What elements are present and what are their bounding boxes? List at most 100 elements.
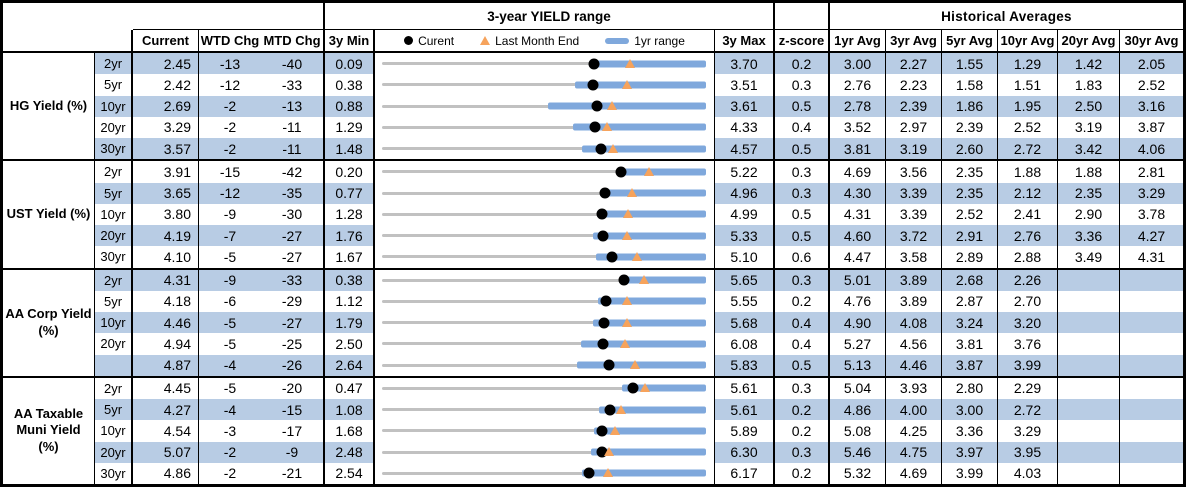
hist-avg-value: 3.49 <box>1058 246 1120 268</box>
z-score-value: 0.4 <box>775 116 830 138</box>
header-row-columns: Current WTD Chg MTD Chg 3y Min Curent La… <box>3 30 1183 53</box>
hist-avg-value: 2.27 <box>886 53 942 75</box>
col-header-30yr-avg: 30yr Avg <box>1124 33 1179 48</box>
one-year-range-bar <box>577 361 706 369</box>
wtd-chg-value: -7 <box>199 225 261 247</box>
hist-avg-value: 3.72 <box>886 225 942 247</box>
three-year-range-track <box>382 299 706 303</box>
z-score-value: 0.3 <box>775 161 830 183</box>
z-score-value: 0.5 <box>775 225 830 247</box>
max-3y-value: 6.08 <box>715 333 775 355</box>
one-year-range-bar <box>582 145 706 153</box>
z-score-value: 0.2 <box>775 420 830 442</box>
hist-avg-value: 1.42 <box>1058 53 1120 75</box>
max-3y-value: 4.99 <box>715 203 775 225</box>
hist-avg-value <box>1058 312 1120 334</box>
range-chart <box>375 333 715 355</box>
current-marker <box>596 208 608 220</box>
hist-avg-value: 3.89 <box>886 269 942 291</box>
hist-avg-value: 2.87 <box>942 290 998 312</box>
wtd-chg-value: -4 <box>199 399 261 421</box>
max-3y-value: 6.30 <box>715 441 775 463</box>
hist-avg-value <box>1058 269 1120 291</box>
hist-avg-value: 4.76 <box>830 290 886 312</box>
wtd-chg-value: -9 <box>199 269 261 291</box>
hist-avg-value <box>1120 441 1183 463</box>
min-3y-value: 0.09 <box>325 53 375 75</box>
current-value: 5.07 <box>133 441 199 463</box>
current-marker <box>600 295 612 307</box>
hist-avg-value <box>1058 399 1120 421</box>
three-year-range-track <box>382 342 706 346</box>
col-header-3y-max: 3y Max <box>715 30 775 51</box>
last-month-end-marker <box>620 338 631 348</box>
current-marker <box>615 166 627 178</box>
group-label: AA Taxable Muni Yield (%) <box>3 377 95 484</box>
table-row: 30yr 4.86 -2 -21 2.54 6.17 0.2 5.32 4.69 3.99 4.03 <box>95 462 1183 484</box>
last-month-end-marker <box>624 58 635 68</box>
hist-avg-value: 3.99 <box>942 462 998 484</box>
col-header-10yr-avg: 10yr Avg <box>998 30 1058 51</box>
hist-avg-value <box>1058 333 1120 355</box>
hist-avg-value: 3.93 <box>886 377 942 399</box>
hist-avg-value <box>1120 291 1183 312</box>
last-month-end-marker <box>643 166 654 176</box>
three-year-range-track <box>382 104 706 108</box>
group-label: UST Yield (%) <box>3 161 95 268</box>
z-score-value: 0.4 <box>775 312 830 334</box>
one-year-range-bar <box>596 253 706 261</box>
z-score-value: 0.2 <box>775 290 830 312</box>
hist-avg-value <box>1120 312 1183 334</box>
mtd-chg-value: -29 <box>261 290 325 312</box>
current-value: 3.80 <box>133 203 199 225</box>
last-month-end-marker <box>622 79 633 89</box>
three-year-range-track <box>382 62 706 66</box>
tenor-label: 10yr <box>95 203 133 225</box>
hist-avg-value: 2.60 <box>942 138 998 160</box>
hist-avg-value: 1.58 <box>942 74 998 96</box>
yield-group: AA Taxable Muni Yield (%) 2yr 4.45 -5 -20 0.4… <box>3 377 1183 484</box>
tenor-label: 5yr <box>95 290 133 312</box>
max-3y-value: 5.10 <box>715 246 775 268</box>
group-label: AA Corp Yield (%) <box>3 269 95 376</box>
z-score-value: 0.6 <box>775 246 830 268</box>
last-month-end-marker <box>610 425 621 435</box>
range-section-title: 3-year YIELD range <box>325 3 775 30</box>
wtd-chg-value: -2 <box>199 138 261 160</box>
hist-avg-value: 3.39 <box>886 182 942 204</box>
wtd-chg-value: -12 <box>219 76 241 93</box>
last-month-end-marker <box>623 209 634 219</box>
hist-avg-value: 4.00 <box>886 399 942 421</box>
range-chart <box>375 354 715 376</box>
hist-avg-value: 3.81 <box>942 333 998 355</box>
current-value: 2.45 <box>133 53 199 75</box>
tenor-label: 10yr <box>95 95 133 117</box>
tenor-label: 5yr <box>95 74 133 96</box>
current-marker <box>597 230 609 242</box>
hist-avg-value: 4.60 <box>830 225 886 247</box>
three-year-range-track <box>382 255 706 259</box>
three-year-range-track <box>382 386 706 390</box>
mtd-chg-value: -13 <box>261 95 325 117</box>
current-marker <box>618 274 630 286</box>
col-header-current: Current <box>133 30 199 51</box>
one-year-range-bar <box>598 406 706 414</box>
hist-avg-value: 1.95 <box>998 95 1058 117</box>
range-chart <box>375 53 715 75</box>
hist-avg-value: 1.86 <box>942 95 998 117</box>
wtd-chg-value: -5 <box>223 335 237 352</box>
mtd-chg-value: -40 <box>261 53 325 75</box>
wtd-chg-value: -5 <box>223 248 237 265</box>
current-value: 4.19 <box>133 225 199 247</box>
tenor-label: 2yr <box>95 161 133 183</box>
tenor-label: 5yr <box>95 182 133 204</box>
current-marker <box>603 359 614 371</box>
current-value: 4.45 <box>133 377 199 399</box>
hist-avg-value: 4.46 <box>886 354 942 376</box>
tenor-label <box>95 354 133 376</box>
hist-avg-value: 2.39 <box>942 116 998 138</box>
min-3y-value: 0.38 <box>325 269 375 291</box>
hist-avg-value <box>1120 269 1183 291</box>
current-value: 3.29 <box>133 116 199 138</box>
